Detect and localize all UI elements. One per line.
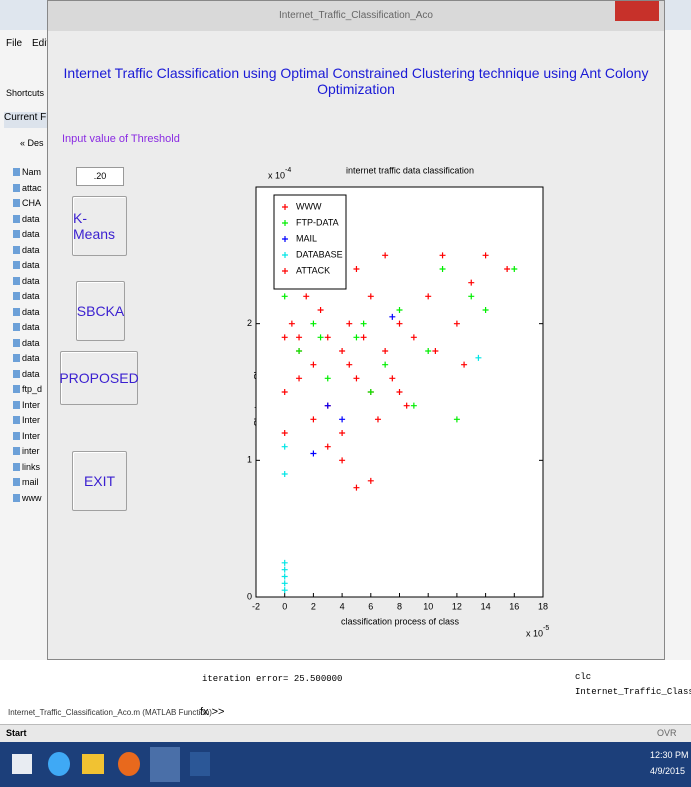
x-multiplier-exp: -5 (543, 625, 549, 632)
legend-label: FTP-DATA (296, 217, 339, 227)
x-tick-label: 10 (423, 601, 433, 611)
x-tick-label: 0 (282, 601, 287, 611)
y-multiplier-exp: -4 (285, 167, 291, 174)
y-multiplier: x 10 (268, 170, 285, 180)
x-tick-label: 8 (397, 601, 402, 611)
x-multiplier: x 10 (526, 628, 543, 638)
legend-label: MAIL (296, 233, 317, 243)
x-tick-label: 2 (311, 601, 316, 611)
legend-label: ATTACK (296, 265, 330, 275)
chart: internet traffic data classification cla… (0, 0, 691, 787)
y-tick-label: 2 (247, 318, 252, 328)
y-tick-label: 1 (247, 455, 252, 465)
x-axis-label: classification process of class (341, 616, 460, 626)
page: body { margin: 0; width: 691px; height: … (0, 0, 691, 787)
x-tick-label: 4 (340, 601, 345, 611)
x-tick-label: 12 (452, 601, 462, 611)
x-tick-label: 6 (368, 601, 373, 611)
y-tick-label: 0 (247, 591, 252, 601)
legend-label: DATABASE (296, 249, 343, 259)
x-tick-label: 14 (481, 601, 491, 611)
x-tick-label: 18 (538, 601, 548, 611)
x-tick-label: 16 (509, 601, 519, 611)
screen: {"matlab": {"menu": ["File", "Edit"], "s… (0, 0, 691, 787)
chart-title: internet traffic data classification (346, 165, 474, 175)
x-tick-label: -2 (252, 601, 260, 611)
legend-label: WWW (296, 201, 322, 211)
